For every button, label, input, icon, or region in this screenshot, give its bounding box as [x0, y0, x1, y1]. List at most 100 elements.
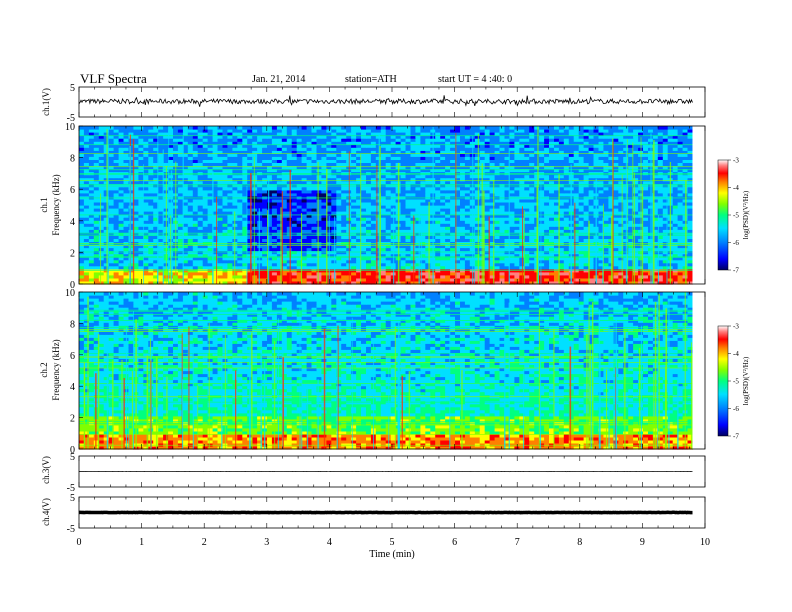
spectrogram-cell: [573, 244, 580, 249]
spectrogram-cell: [405, 247, 411, 252]
spectrogram-cell: [341, 274, 347, 279]
spectrogram-cell: [563, 208, 570, 212]
spectrogram-cell: [504, 262, 510, 267]
spectrogram-cell: [252, 205, 258, 209]
spectrogram-cell: [222, 192, 228, 197]
spectrogram-cell: [390, 186, 397, 191]
spectrogram-cell: [316, 238, 322, 242]
spectrogram-cell: [588, 250, 595, 255]
spectrogram-cell: [83, 265, 90, 270]
spectrogram-cell: [321, 265, 327, 270]
spectrogram-cell: [474, 259, 481, 264]
spectrogram-cell: [410, 198, 416, 203]
spectrogram-cell: [192, 259, 199, 264]
spectrogram-cell: [410, 229, 416, 233]
spectrogram-cell: [207, 214, 214, 218]
spectrogram-cell: [687, 217, 693, 221]
spectrogram-cell: [341, 253, 347, 258]
spectrogram-cell: [425, 217, 431, 221]
spectrogram-cell: [306, 226, 313, 230]
spectrogram-cell: [128, 205, 134, 209]
spectrogram-cell: [657, 238, 664, 242]
spectrogram-cell: [529, 281, 535, 285]
spectrogram-cell: [133, 274, 139, 279]
spectrogram-cell: [207, 217, 214, 221]
spectrogram-cell: [336, 244, 342, 249]
spectrogram-cell: [509, 186, 515, 191]
spectrogram-cell: [197, 162, 204, 167]
spectrogram-cell: [182, 186, 189, 191]
spectrogram-cell: [212, 186, 219, 191]
spectrogram-cell: [657, 235, 664, 239]
spectrogram-cell: [356, 220, 362, 224]
spectrogram-cell: [613, 226, 619, 230]
spectrogram-cell: [400, 238, 407, 242]
spectrogram-cell: [341, 198, 347, 203]
spectrogram-cell: [222, 162, 228, 167]
spectrogram-cell: [187, 238, 194, 242]
spectrogram-cell: [390, 192, 397, 197]
spectrogram-cell: [153, 214, 159, 218]
spectrogram-cell: [677, 214, 684, 218]
spectrogram-cell: [544, 277, 550, 282]
spectrogram-cell: [262, 183, 268, 188]
spectrogram-cell: [79, 274, 85, 279]
spectrogram-cell: [370, 226, 377, 230]
spectrogram-cell: [460, 217, 466, 221]
spectrogram-cell: [603, 250, 609, 255]
spectrogram-cell: [276, 259, 283, 264]
spectrogram-cell: [529, 217, 535, 221]
spectrogram-cell: [242, 277, 248, 282]
spectrogram-cell: [628, 271, 634, 276]
spectrogram-cell: [158, 189, 164, 194]
spectrogram-cell: [133, 220, 139, 224]
spectrogram-cell: [276, 208, 283, 212]
spectrogram-cell: [539, 211, 545, 215]
spectrogram-cell: [83, 177, 90, 182]
spectrogram-cell: [598, 229, 604, 233]
spectrogram-cell: [296, 198, 303, 203]
spectrogram-cell: [321, 271, 327, 276]
spectrogram-cell: [539, 277, 545, 282]
spectrogram-cell: [529, 262, 535, 267]
spectrogram-cell: [529, 244, 535, 249]
spectrogram-cell: [366, 183, 372, 188]
spectrogram-cell: [276, 220, 283, 224]
spectrogram-cell: [484, 217, 491, 221]
spectrogram-cell: [331, 211, 337, 215]
spectrogram-cell: [118, 250, 125, 255]
spectrogram-cell: [420, 211, 426, 215]
spectrogram-cell: [98, 217, 105, 221]
spectrogram-cell: [118, 189, 125, 194]
spectrogram-cell: [341, 180, 347, 185]
spectrogram-cell: [450, 205, 456, 209]
spectrogram-cell: [440, 192, 446, 197]
spectrogram-cell: [474, 205, 481, 209]
spectrogram-cell: [588, 180, 595, 185]
spectrogram-cell: [425, 259, 431, 264]
spectrogram-cell: [440, 202, 446, 206]
spectrogram-cell: [98, 262, 105, 267]
spectrogram-cell: [583, 220, 590, 224]
spectrogram-cell: [351, 180, 357, 185]
spectrogram-cell: [400, 259, 407, 264]
spectrogram-cell: [514, 271, 520, 276]
spectrogram-cell: [618, 208, 624, 212]
spectrogram-cell: [603, 198, 609, 203]
spectrogram-cell: [276, 250, 283, 255]
spectrogram-cell: [227, 208, 233, 212]
spectrogram-cell: [375, 205, 382, 209]
spectrogram-cell: [618, 274, 624, 279]
spectrogram-cell: [153, 217, 159, 221]
spectrogram-cell: [311, 256, 317, 261]
spectrogram-cell: [311, 217, 317, 221]
spectrogram-cell: [217, 226, 223, 230]
spectrogram-cell: [613, 202, 619, 206]
spectrogram-cell: [514, 214, 520, 218]
spectrogram-cell: [247, 259, 253, 264]
spectrogram-cell: [83, 271, 90, 276]
spectrogram-cell: [445, 262, 451, 267]
spectrogram-cell: [301, 256, 308, 261]
spectrogram-cell: [420, 220, 426, 224]
spectrogram-cell: [400, 198, 407, 203]
